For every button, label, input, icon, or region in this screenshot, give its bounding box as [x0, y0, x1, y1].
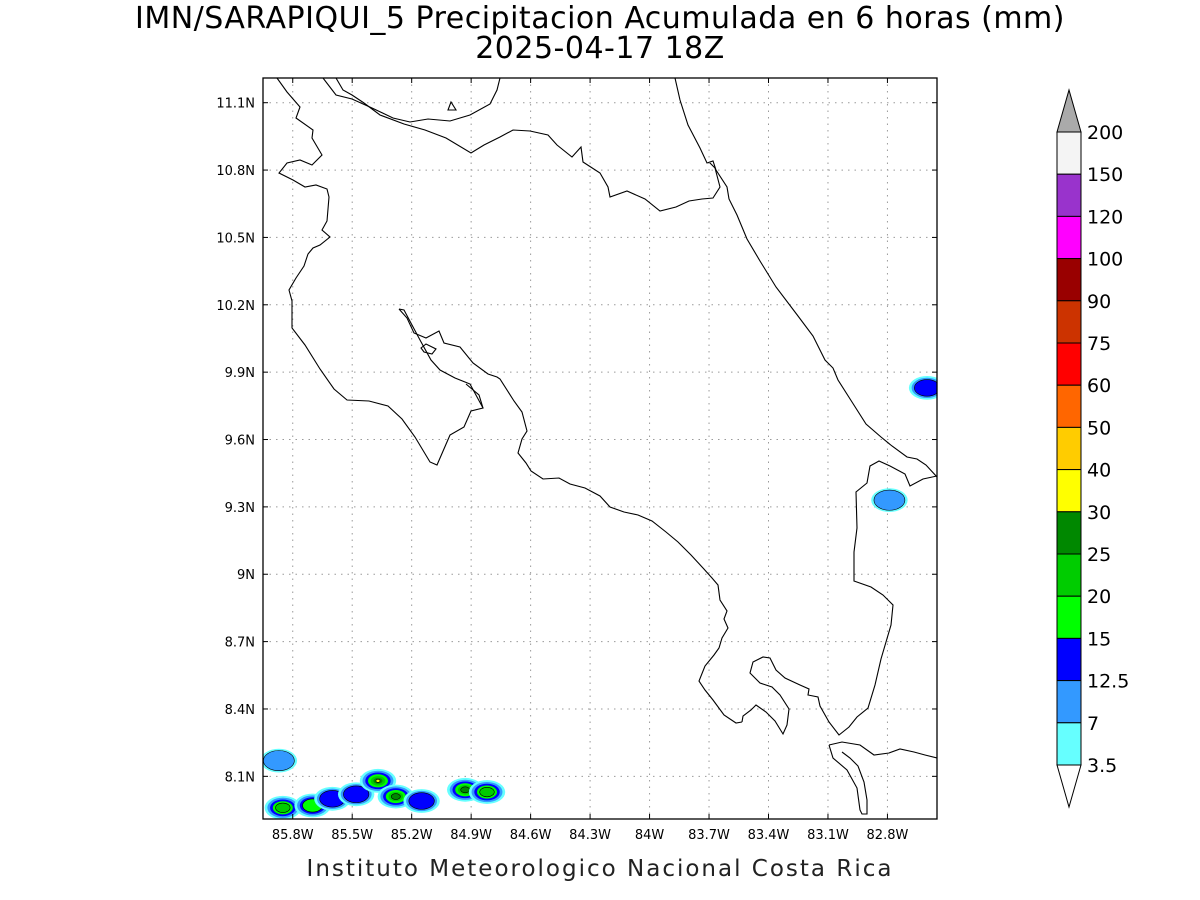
precip-contour — [275, 802, 291, 813]
precip-contour — [343, 785, 370, 803]
colorbar-swatch — [1056, 215, 1082, 260]
colorbar-top-triangle — [1056, 88, 1082, 133]
precipitation-field — [263, 375, 937, 819]
island-gulf — [420, 343, 437, 355]
lon-tick-label: 84.9W — [450, 828, 492, 843]
precip-contour — [375, 779, 381, 783]
coastline-gulf-west — [465, 383, 484, 409]
lat-tick-label: 9.6N — [225, 434, 255, 449]
map-subtitle: 2025-04-17 18Z — [475, 31, 725, 66]
colorbar-label: 30 — [1087, 502, 1111, 524]
coastline-caribbean — [674, 78, 937, 478]
island-small-north — [447, 100, 457, 111]
lon-tick-label: 84.6W — [510, 828, 552, 843]
colorbar-label: 3.5 — [1087, 755, 1117, 777]
coastline-lake-nicaragua — [322, 78, 501, 123]
coastline — [276, 78, 937, 815]
precip-contour — [263, 750, 295, 772]
colorbar-label: 150 — [1087, 164, 1123, 186]
precip-contour — [873, 489, 906, 511]
precip-contour — [408, 792, 435, 810]
lon-tick-label: 85.5W — [331, 828, 373, 843]
map-frame — [262, 77, 938, 820]
colorbar-swatch — [1056, 342, 1082, 386]
colorbar-label: 90 — [1087, 291, 1111, 313]
colorbar-label: 50 — [1087, 417, 1111, 439]
colorbar-swatch — [1056, 511, 1082, 555]
colorbar-swatch — [1056, 595, 1082, 639]
lat-tick-label: 8.7N — [225, 636, 255, 651]
lon-tick-label: 84.3W — [569, 828, 611, 843]
coastline-osa — [741, 460, 937, 736]
precip-cell — [403, 789, 440, 813]
lat-tick-label: 9.9N — [225, 366, 255, 381]
map-title: IMN/SARAPIQUI_5 Precipitacion Acumulada … — [135, 1, 1065, 36]
coastline-nicaragua-south — [335, 78, 721, 212]
precip-contour — [914, 379, 937, 397]
lon-tick-label: 84W — [635, 828, 665, 843]
lat-tick-label: 11.1N — [216, 97, 255, 112]
colorbar-label: 40 — [1087, 460, 1111, 482]
colorbar-label: 15 — [1087, 628, 1111, 650]
colorbar-label: 60 — [1087, 375, 1111, 397]
lon-tick-label: 83.1W — [807, 828, 849, 843]
colorbar-bottom-triangle — [1056, 764, 1082, 809]
precip-cell — [468, 780, 506, 804]
colorbar: 3.5 7 12.5 15 20 25 30 40 50 60 75 90 100 120 150 200 — [1056, 88, 1129, 809]
colorbar-label: 120 — [1087, 206, 1123, 228]
colorbar-swatch — [1056, 173, 1082, 217]
precip-cell — [264, 795, 302, 819]
colorbar-swatch — [1056, 426, 1082, 471]
colorbar-label: 7 — [1087, 713, 1099, 735]
colorbar-swatch — [1056, 469, 1082, 513]
colorbar-swatch — [1056, 131, 1082, 175]
axis-ticks: 85.8W 85.5W 85.2W 84.9W 84.6W 84.3W 84W 83.7W 83… — [216, 78, 937, 843]
colorbar-swatch — [1056, 258, 1082, 302]
lat-tick-label: 8.1N — [225, 770, 255, 785]
precip-contour — [390, 793, 401, 800]
colorbar-swatch — [1056, 300, 1082, 344]
map-background — [263, 78, 937, 819]
colorbar-swatch — [1056, 553, 1082, 597]
lat-tick-label: 9.3N — [225, 501, 255, 516]
lat-tick-label: 9N — [237, 568, 255, 583]
lat-tick-label: 10.5N — [216, 231, 255, 246]
colorbar-label: 20 — [1087, 586, 1111, 608]
colorbar-swatch — [1056, 722, 1082, 766]
precip-contour — [460, 786, 471, 794]
lon-tick-label: 83.4W — [748, 828, 790, 843]
lat-tick-label: 8.4N — [225, 703, 255, 718]
colorbar-swatch — [1056, 384, 1082, 428]
lat-tick-label: 10.8N — [216, 164, 255, 179]
coastline-burica — [828, 741, 937, 815]
lon-tick-label: 85.8W — [272, 828, 314, 843]
lon-tick-label: 83.7W — [688, 828, 730, 843]
colorbar-swatch — [1056, 637, 1082, 682]
coastline-gulf-inner — [398, 308, 743, 724]
colorbar-label: 100 — [1087, 249, 1123, 271]
lon-tick-label: 82.8W — [867, 828, 909, 843]
precip-contour — [479, 786, 495, 798]
precip-cell — [871, 488, 908, 513]
colorbar-label: 12.5 — [1087, 671, 1129, 693]
footer-credit: Instituto Meteorologico Nacional Costa R… — [306, 856, 894, 882]
colorbar-label: 200 — [1087, 122, 1123, 144]
lat-tick-label: 10.2N — [216, 299, 255, 314]
precip-cell — [263, 748, 298, 773]
colorbar-swatch — [1056, 680, 1082, 724]
colorbar-label: 75 — [1087, 333, 1111, 355]
precip-cell — [908, 375, 937, 400]
colorbar-label: 25 — [1087, 544, 1111, 566]
lon-tick-label: 85.2W — [391, 828, 433, 843]
